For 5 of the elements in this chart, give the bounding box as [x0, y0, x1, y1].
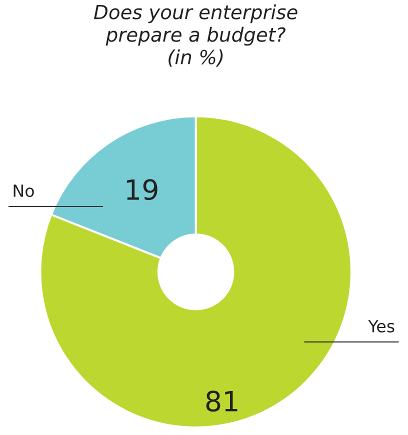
data-label: 81 — [206, 390, 238, 412]
slice-label: Yes — [368, 320, 394, 332]
data-label: 19 — [126, 179, 158, 200]
slice-label: No — [14, 184, 34, 198]
chart-title: Does your enterprise prepare a budget? (in %) — [94, 4, 298, 67]
